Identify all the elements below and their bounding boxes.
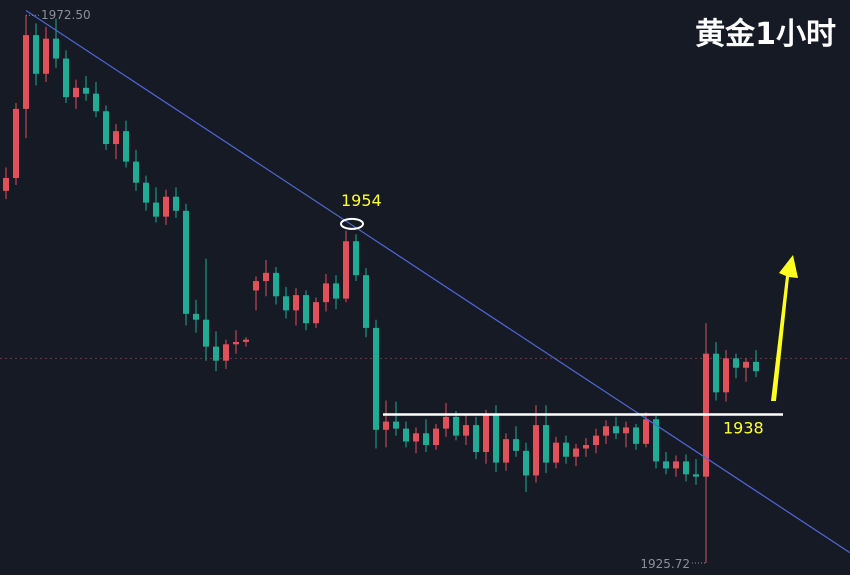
- candle-body: [83, 87, 89, 94]
- candle-body: [493, 414, 499, 463]
- candle-body: [593, 435, 599, 446]
- candle-body: [423, 433, 429, 446]
- candle-body: [613, 426, 619, 434]
- candle-body: [143, 182, 149, 203]
- candle-body: [63, 58, 69, 98]
- candle-body: [223, 344, 229, 361]
- candle-body: [53, 38, 59, 59]
- candle-body: [133, 161, 139, 183]
- candle-body: [3, 178, 9, 191]
- candle-body: [583, 445, 589, 449]
- peak-label: 1954: [341, 191, 382, 210]
- support-label: 1938: [723, 419, 764, 438]
- candle-body: [653, 419, 659, 462]
- candle-body: [43, 38, 49, 74]
- candle-body: [303, 295, 309, 324]
- plot: 1938 1954 1972.50 1925.72: [0, 8, 850, 571]
- peak-marker: [340, 217, 364, 230]
- low-label: 1925.72: [640, 557, 690, 571]
- candle-body: [203, 319, 209, 347]
- arrow: [771, 255, 798, 401]
- trendline: [25, 10, 850, 554]
- candle-body: [243, 339, 249, 342]
- candle-body: [393, 421, 399, 429]
- candle-body: [733, 358, 739, 368]
- candle-body: [373, 327, 379, 430]
- candle-body: [293, 295, 299, 311]
- candle-body: [383, 421, 389, 430]
- candle-body: [333, 283, 339, 299]
- candle-body: [743, 361, 749, 368]
- candle-body: [433, 428, 439, 446]
- candle-body: [363, 275, 369, 328]
- candle-body: [603, 426, 609, 436]
- candle-body: [503, 439, 509, 463]
- candle-body: [453, 416, 459, 436]
- candle-body: [343, 241, 349, 299]
- candle-body: [233, 341, 239, 345]
- candle-body: [693, 474, 699, 477]
- candle-body: [553, 442, 559, 463]
- candle-body: [13, 108, 19, 179]
- candle-body: [543, 425, 549, 463]
- high-label: 1972.50: [41, 8, 91, 22]
- candle-body: [173, 196, 179, 211]
- candle-body: [23, 35, 29, 109]
- candle-body: [523, 450, 529, 476]
- candle-body: [413, 433, 419, 442]
- candle-body: [93, 93, 99, 112]
- candle-body: [573, 448, 579, 457]
- candle-body: [403, 428, 409, 442]
- candle-body: [443, 416, 449, 429]
- candle-body: [713, 353, 719, 393]
- candle-body: [253, 281, 259, 291]
- candle-body: [753, 361, 759, 372]
- candle-body: [683, 461, 689, 475]
- candle-body: [153, 202, 159, 217]
- candle-body: [163, 196, 169, 217]
- candle-body: [263, 272, 269, 282]
- candle-body: [563, 442, 569, 457]
- candle-body: [633, 427, 639, 444]
- candle-body: [33, 35, 39, 74]
- candle-body: [283, 296, 289, 311]
- candle-body: [473, 425, 479, 453]
- candle-body: [323, 283, 329, 303]
- candle-body: [113, 131, 119, 145]
- candle-body: [73, 87, 79, 98]
- chart-title: 黄金1小时: [695, 17, 836, 52]
- candle-body: [313, 302, 319, 324]
- candle-body: [123, 131, 129, 162]
- candle-body: [723, 358, 729, 393]
- candle-body: [353, 241, 359, 276]
- candle-body: [273, 272, 279, 297]
- candle-body: [183, 210, 189, 314]
- candle-body: [103, 111, 109, 145]
- candle-body: [623, 427, 629, 434]
- candle-body: [483, 414, 489, 453]
- candle-body: [533, 425, 539, 476]
- candle-body: [193, 313, 199, 320]
- candle-body: [463, 425, 469, 436]
- candle-body: [663, 461, 669, 469]
- candle-body: [673, 461, 679, 469]
- candle-body: [643, 419, 649, 444]
- candle-body: [513, 439, 519, 451]
- candle-body: [213, 346, 219, 361]
